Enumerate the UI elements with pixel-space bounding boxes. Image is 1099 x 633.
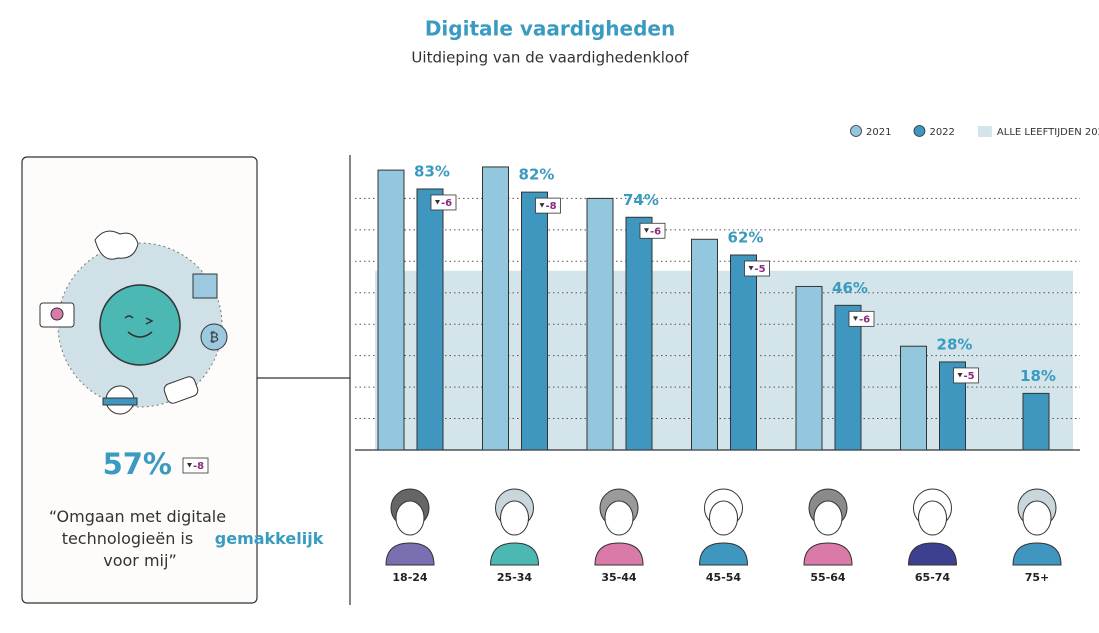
legend-marker <box>850 125 862 137</box>
person-face <box>813 500 843 536</box>
legend-label: 2021 <box>866 127 891 138</box>
chart-title: Digitale vaardigheden <box>425 17 675 41</box>
change-arrow <box>644 228 649 233</box>
bar <box>691 238 718 451</box>
average-band <box>375 270 1073 450</box>
person-body <box>594 542 644 566</box>
change-box <box>953 367 979 384</box>
legend-marker <box>913 125 926 137</box>
change-arrow <box>187 463 192 468</box>
person-face <box>1022 500 1052 536</box>
bar <box>834 304 862 451</box>
value-label: 83% <box>414 162 450 180</box>
value-label: 46% <box>832 279 868 297</box>
change-label: -5 <box>964 371 975 382</box>
bar <box>521 191 548 451</box>
x-tick-label: 55-64 <box>810 571 846 584</box>
change-box <box>182 457 209 474</box>
legend-label: ALLE LEEFTIJDEN 2022 <box>997 127 1099 138</box>
bar <box>416 188 444 451</box>
value-label: 74% <box>623 191 659 209</box>
change-box <box>430 194 457 211</box>
quote-line: technologieën is <box>62 529 194 548</box>
legend-marker <box>977 126 992 137</box>
icon-glyph: ₿ <box>209 331 219 346</box>
change-box <box>535 197 561 214</box>
change-label: -6 <box>859 314 870 325</box>
quote-line: “Omgaan met digitale <box>49 507 226 526</box>
value-label: 18% <box>1020 367 1056 385</box>
band-value-label: 57% <box>103 447 172 481</box>
change-label: -8 <box>546 201 557 212</box>
person-body <box>698 542 749 566</box>
bar <box>377 169 405 451</box>
x-tick-label: 18-24 <box>392 571 428 584</box>
change-label: -6 <box>441 198 452 209</box>
bar <box>900 345 927 451</box>
change-arrow <box>748 266 754 271</box>
bar <box>730 254 757 451</box>
change-label: -6 <box>650 226 661 237</box>
change-label: -5 <box>755 264 766 275</box>
quote-emphasis: gemakkelijk <box>215 529 324 548</box>
bar <box>482 166 509 451</box>
person-body <box>907 542 958 566</box>
change-label: -8 <box>193 461 204 472</box>
person-face <box>395 500 425 536</box>
bar <box>625 216 653 451</box>
bar <box>586 197 614 451</box>
quote: “Omgaan met digitale technologieën is ge… <box>49 507 329 570</box>
person-face <box>709 500 738 536</box>
person-face <box>918 500 947 536</box>
chart-subtitle: Uitdieping van de vaardighedenkloof <box>411 49 689 67</box>
change-box <box>848 310 875 327</box>
value-label: 82% <box>519 166 555 184</box>
x-tick-label: 35-44 <box>601 571 637 584</box>
change-arrow <box>435 199 440 205</box>
change-arrow <box>957 372 963 378</box>
x-tick-label: 65-74 <box>915 571 951 584</box>
legend-label: 2022 <box>929 127 954 138</box>
value-label: 62% <box>728 229 764 247</box>
change-box <box>744 260 770 277</box>
x-tick-label: 25-34 <box>497 571 533 584</box>
person-body <box>1012 542 1062 566</box>
person-body <box>489 542 540 566</box>
person-body <box>385 542 435 566</box>
x-tick-label: 45-54 <box>706 571 742 584</box>
value-label: 28% <box>937 335 973 353</box>
change-arrow <box>539 203 545 208</box>
illustration: ₿ <box>39 230 228 415</box>
change-box <box>639 222 666 239</box>
person-face <box>500 500 529 536</box>
bar <box>1022 392 1050 451</box>
person-face <box>604 500 634 536</box>
person-body <box>803 542 853 566</box>
bar <box>795 285 823 451</box>
quote-line: voor mij” <box>103 551 176 570</box>
change-arrow <box>853 316 858 321</box>
x-tick-label: 75+ <box>1025 571 1050 584</box>
